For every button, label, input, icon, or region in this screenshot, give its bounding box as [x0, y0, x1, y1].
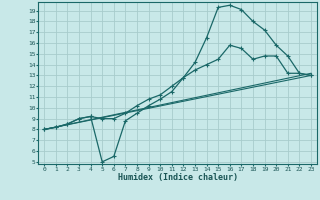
X-axis label: Humidex (Indice chaleur): Humidex (Indice chaleur)	[118, 173, 238, 182]
